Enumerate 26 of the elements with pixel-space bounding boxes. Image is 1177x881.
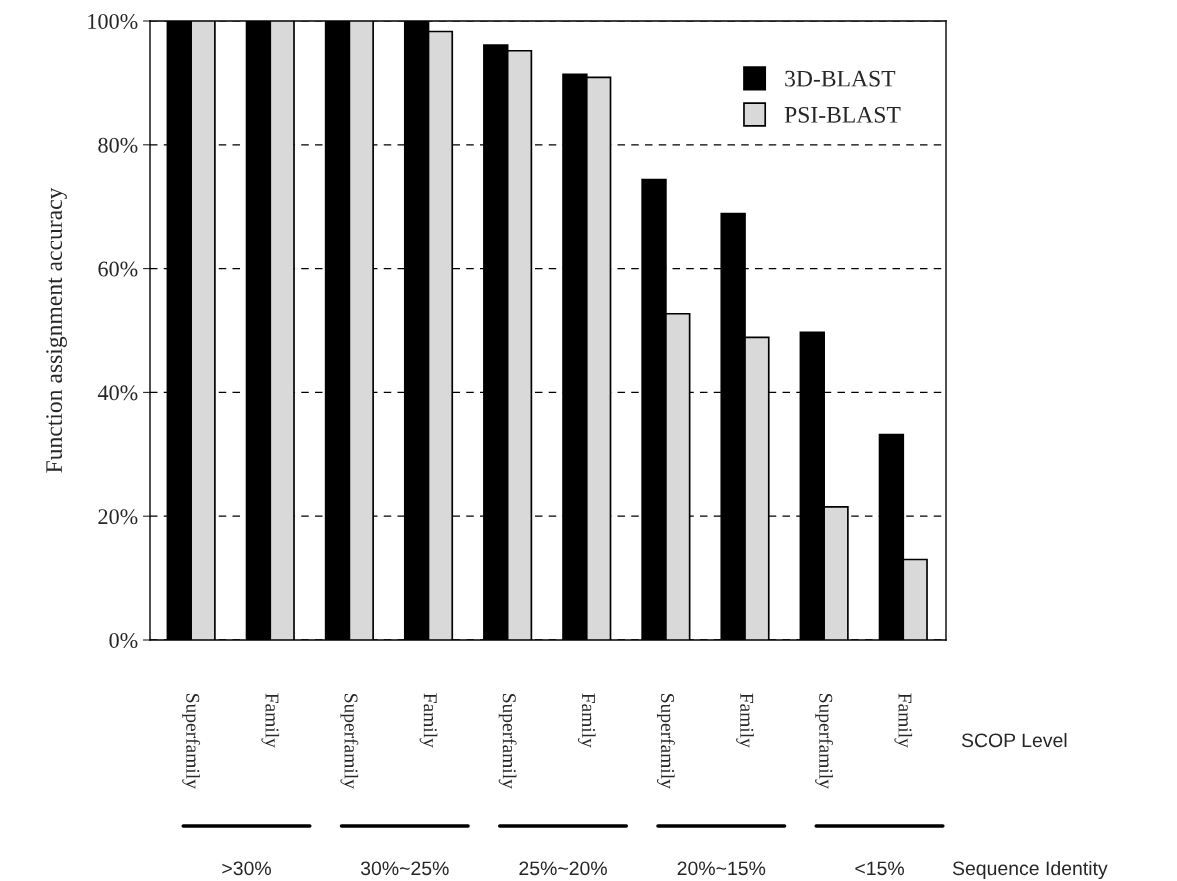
x-tick-label: Superfamily [656, 694, 675, 789]
x-tick-label: Superfamily [340, 694, 359, 789]
legend-label: 3D-BLAST [785, 70, 896, 87]
text: 30%~25% [360, 861, 449, 876]
y-tick-label: 40% [97, 385, 138, 401]
text: 20%~15% [677, 861, 766, 876]
x-tick-label: Superfamily [815, 694, 834, 789]
y-axis-title: Function assignment accuracy [46, 187, 67, 473]
y-tick-label: 80% [98, 137, 138, 153]
x-tick-label: Superfamily [182, 694, 201, 789]
text: >30% [222, 861, 271, 876]
y-tick-label: 60% [98, 261, 138, 277]
legend-label: PSI-BLAST [784, 106, 901, 123]
text: 25%~20% [519, 861, 607, 876]
text: SCOP Level [961, 732, 1067, 748]
x-tick-label: Family [894, 693, 913, 748]
x-tick-label: Family [736, 693, 754, 748]
x-tick-label: Family [577, 693, 596, 748]
text: <15% [855, 861, 904, 876]
y-tick-label: 100% [88, 13, 138, 29]
x-tick-label: Family [261, 693, 280, 748]
y-tick-label: 20% [98, 509, 138, 525]
y-tick-label: 0% [109, 632, 138, 648]
text: Sequence Identity [952, 860, 1108, 880]
x-tick-label: Superfamily [498, 694, 517, 789]
x-tick-label: Family [419, 693, 438, 748]
